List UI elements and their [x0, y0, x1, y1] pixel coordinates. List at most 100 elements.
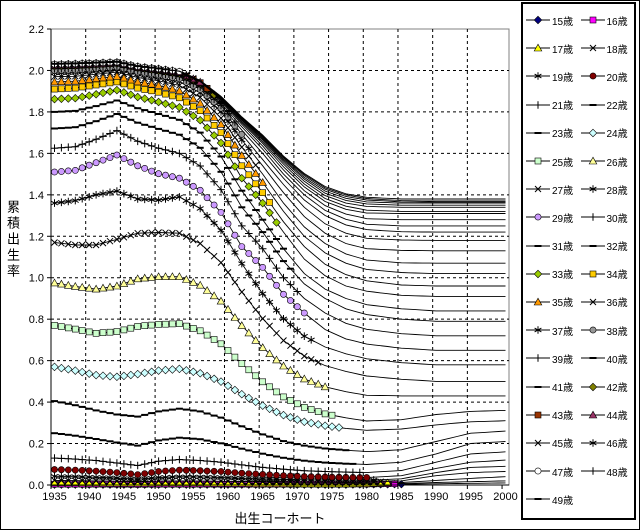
x-tick-label: 1935 — [42, 491, 66, 503]
legend-item-30: 30歳 — [580, 210, 635, 225]
x-tick-label: 1940 — [77, 491, 101, 503]
legend-marker-circle-icon — [580, 73, 605, 80]
legend-label: 35歳 — [552, 298, 574, 310]
legend-label: 18歳 — [606, 44, 628, 56]
legend-marker-asterisk-icon — [580, 439, 605, 447]
series-age-25 — [51, 320, 506, 422]
series-age-35 — [50, 71, 506, 275]
legend-item-37: 37歳 — [525, 323, 580, 338]
legend-marker-circle-icon — [526, 467, 550, 475]
legend-marker-dash-icon — [526, 131, 550, 134]
legend-label: 15歳 — [552, 16, 574, 28]
legend-label: 34歳 — [606, 270, 628, 282]
series-age-39 — [50, 62, 506, 233]
legend-item-44: 44歳 — [580, 407, 635, 422]
plot-area: 0.0 0.2 0.4 0.6 0.8 1.0 1.2 1.4 1.6 1.8 2.0 2.2 1935… — [29, 24, 518, 503]
legend-marker-square-icon — [580, 270, 605, 278]
legend-label: 40歳 — [606, 354, 628, 366]
legend-item-33: 33歳 — [525, 266, 580, 281]
gridlines — [51, 29, 509, 485]
legend-label: 29歳 — [552, 213, 574, 225]
y-tick-label: 1.8 — [29, 107, 44, 119]
legend-item-28: 28歳 — [580, 182, 635, 197]
y-tick-label: 0.4 — [29, 397, 44, 409]
legend-item-41: 41歳 — [525, 379, 580, 394]
legend-item-17: 17歳 — [525, 41, 580, 56]
legend-marker-triangle-icon — [580, 410, 605, 419]
legend-marker-dash-icon — [580, 357, 605, 360]
legend-marker-diamond-icon — [580, 128, 605, 138]
legend-item-48: 48歳 — [580, 464, 635, 479]
x-tick-label: 1970 — [285, 491, 309, 503]
legend-marker-plus-icon — [580, 467, 605, 475]
legend-marker-x-icon — [526, 185, 550, 193]
legend-label: 21歳 — [552, 101, 574, 113]
series-age-49 — [51, 60, 506, 200]
legend-item-47: 47歳 — [525, 464, 580, 479]
legend-item-42: 42歳 — [580, 379, 635, 394]
legend-label: 49歳 — [552, 495, 574, 507]
legend-marker-diamond-icon — [580, 382, 605, 391]
legend-item-45: 45歳 — [525, 435, 580, 450]
x-tick-label: 1975 — [320, 491, 344, 503]
legend-marker-triangle-icon — [526, 43, 550, 52]
legend-marker-circle-icon — [580, 326, 605, 334]
legend-marker-dash-icon — [580, 244, 605, 247]
legend-label: 30歳 — [606, 213, 628, 225]
x-axis-title: 出生コーホート — [234, 511, 326, 526]
legend-marker-square-icon — [526, 157, 550, 165]
x-tick-label: 1955 — [181, 491, 205, 503]
legend-label: 20歳 — [606, 72, 628, 84]
legend-marker-plus-icon — [526, 100, 550, 109]
legend-marker-triangle-icon — [580, 156, 605, 165]
series-age-27 — [51, 229, 506, 382]
legend-marker-circle-icon — [526, 214, 550, 221]
legend-label: 48歳 — [606, 467, 628, 479]
legend-marker-square-icon — [526, 411, 550, 419]
legend-marker-x-icon — [580, 44, 605, 52]
legend-item-21: 21歳 — [525, 97, 580, 112]
legend-label: 33歳 — [552, 270, 574, 282]
x-tick-label: 1990 — [424, 491, 448, 503]
legend-item-32: 32歳 — [580, 238, 635, 253]
legend-item-36: 36歳 — [580, 294, 635, 309]
y-tick-label: 0.2 — [29, 439, 44, 451]
series-age-28 — [50, 187, 506, 366]
legend-marker-diamond-icon — [526, 269, 550, 279]
y-tick-label: 2.0 — [29, 65, 44, 77]
legend-marker-dash-icon — [526, 385, 550, 388]
legend-label: 22歳 — [606, 101, 628, 113]
series-age-30 — [50, 126, 506, 337]
axes: 0.0 0.2 0.4 0.6 0.8 1.0 1.2 1.4 1.6 1.8 2.0 2.2 1935… — [29, 24, 518, 503]
legend-marker-plus-icon — [580, 213, 605, 222]
legend-marker-diamond-icon — [526, 15, 550, 25]
legend-label: 17歳 — [552, 44, 574, 56]
legend-item-23: 23歳 — [525, 125, 580, 140]
legend-item-40: 40歳 — [580, 351, 635, 366]
legend-item-49: 49歳 — [525, 492, 580, 507]
legend-label: 45歳 — [552, 439, 574, 451]
legend-item-22: 22歳 — [580, 97, 635, 112]
x-tick-label: 1950 — [146, 491, 170, 503]
legend-item-38: 38歳 — [580, 323, 635, 338]
legend-marker-dash-icon — [580, 103, 605, 106]
x-tick-label: 2000 — [493, 491, 517, 503]
legend: 15歳 16歳 17歳 18歳 19歳 20歳 21歳 22歳 23歳 24歳 25歳 26歳 27歳 2… — [521, 2, 636, 520]
legend-label: 19歳 — [552, 72, 574, 84]
legend-label: 39歳 — [552, 354, 574, 366]
legend-marker-square-icon — [580, 16, 605, 24]
x-tick-label: 1995 — [459, 491, 483, 503]
legend-item-39: 39歳 — [525, 351, 580, 366]
legend-marker-x-icon — [526, 439, 550, 447]
legend-label: 43歳 — [552, 411, 574, 423]
y-tick-label: 1.6 — [29, 148, 44, 160]
x-tick-label: 1960 — [216, 491, 240, 503]
legend-item-20: 20歳 — [580, 69, 635, 84]
legend-label: 23歳 — [552, 129, 574, 141]
legend-label: 25歳 — [552, 157, 574, 169]
series-age-47 — [51, 58, 506, 203]
x-tick-label: 1965 — [250, 491, 274, 503]
y-tick-label: 0.6 — [29, 356, 44, 368]
legend-label: 42歳 — [606, 383, 628, 395]
y-tick-label: 0.8 — [29, 314, 44, 326]
